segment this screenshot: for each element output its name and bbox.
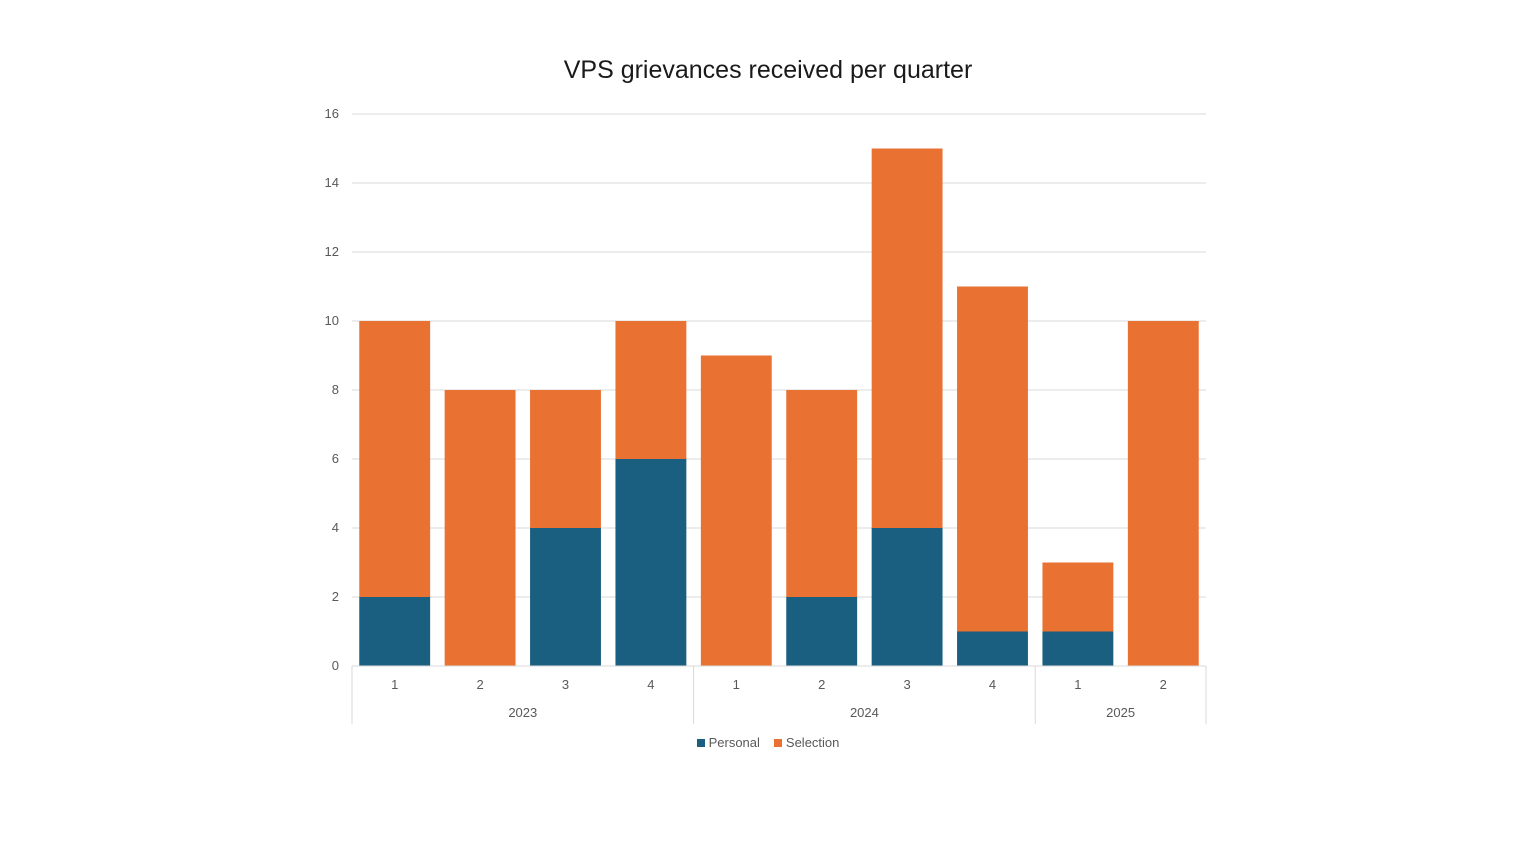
- bars: [359, 148, 1199, 666]
- x-group-label: 2023: [508, 705, 537, 720]
- bar-selection: [786, 390, 858, 597]
- legend-item-personal: Personal: [696, 735, 760, 750]
- bar-selection: [957, 286, 1028, 632]
- chart-title: VPS grievances received per quarter: [563, 56, 973, 84]
- y-tick-label: 14: [325, 175, 339, 190]
- bar-personal: [786, 597, 858, 666]
- x-tick-label: 1: [1074, 677, 1081, 692]
- x-tick-label: 2: [818, 677, 825, 692]
- bar-personal: [957, 631, 1028, 666]
- legend: Personal Selection: [0, 735, 1536, 750]
- bar-selection: [359, 321, 431, 597]
- legend-swatch-selection: [773, 738, 782, 747]
- y-tick-label: 6: [332, 451, 339, 466]
- y-tick-label: 16: [325, 106, 339, 121]
- bar-selection: [444, 390, 516, 666]
- bar-selection: [530, 390, 601, 528]
- x-axis: 1 2 3 4 1 2 3 4 1 2 2023 2024 2025: [351, 665, 1207, 724]
- x-tick-label: 4: [989, 677, 996, 692]
- bar-selection: [700, 355, 772, 666]
- legend-item-selection: Selection: [773, 735, 840, 750]
- y-tick-label: 0: [332, 658, 339, 673]
- x-group-label: 2025: [1106, 705, 1135, 720]
- x-tick-label: 2: [1160, 677, 1167, 692]
- bar-selection: [1042, 562, 1114, 632]
- x-tick-label: 2: [476, 677, 483, 692]
- x-tick-label: 4: [647, 677, 654, 692]
- legend-label-selection: Selection: [785, 735, 840, 750]
- bar-personal: [615, 459, 687, 666]
- x-tick-label: 1: [391, 677, 398, 692]
- bar-selection: [871, 148, 943, 528]
- x-group-label: 2024: [850, 705, 879, 720]
- y-tick-label: 2: [332, 589, 339, 604]
- bar-personal: [1042, 631, 1114, 666]
- bar-personal: [359, 597, 431, 666]
- x-tick-label: 3: [903, 677, 910, 692]
- y-tick-label: 4: [332, 520, 339, 535]
- bar-selection: [1127, 321, 1199, 666]
- y-tick-label: 12: [325, 244, 339, 259]
- bar-personal: [530, 528, 601, 666]
- y-axis-ticks: 0 2 4 6 8 10 12 14 16: [325, 106, 339, 673]
- x-tick-label: 3: [562, 677, 569, 692]
- legend-label-personal: Personal: [708, 735, 760, 750]
- legend-swatch-personal: [696, 738, 705, 747]
- y-tick-label: 10: [325, 313, 339, 328]
- bar-selection: [615, 321, 687, 459]
- bar-personal: [871, 528, 943, 666]
- x-tick-label: 1: [733, 677, 740, 692]
- y-tick-label: 8: [332, 382, 339, 397]
